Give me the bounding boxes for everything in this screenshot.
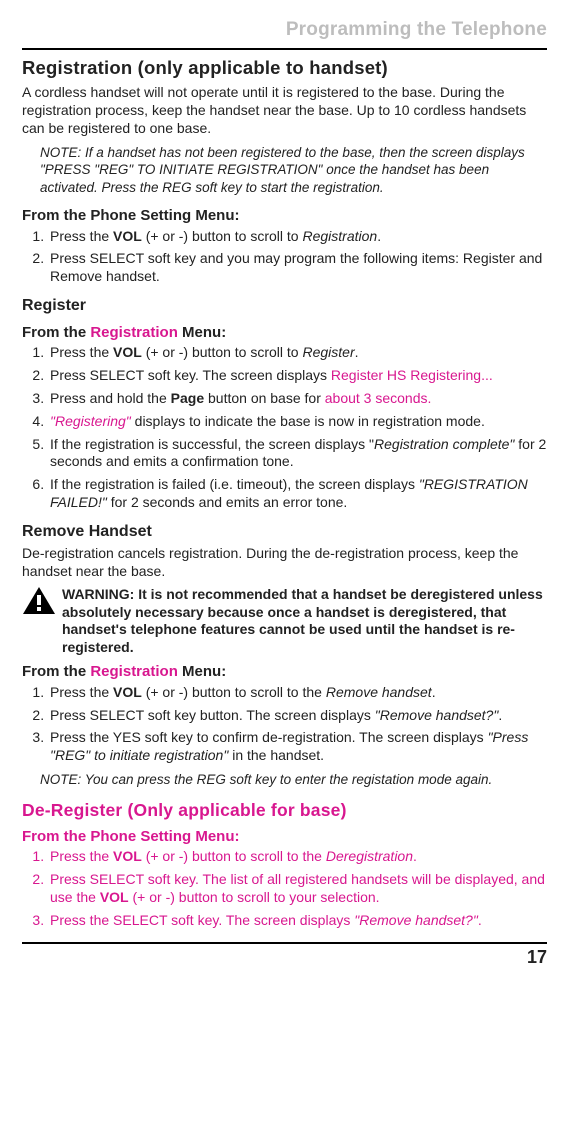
text: in the handset. [228, 747, 324, 763]
text: . [432, 684, 436, 700]
text: . [355, 344, 359, 360]
text-bold: VOL [113, 344, 142, 360]
list-item: Press the VOL (+ or -) button to scroll … [48, 228, 547, 246]
register-list: Press the VOL (+ or -) button to scroll … [22, 344, 547, 512]
text-bold: VOL [113, 228, 142, 244]
text-bold: VOL [113, 684, 142, 700]
deregister-list: Press the VOL (+ or -) button to scroll … [22, 848, 547, 930]
text-bold: Page [171, 390, 204, 406]
list-item: If the registration is successful, the s… [48, 436, 547, 472]
warning-text: WARNING: It is not recommended that a ha… [62, 586, 547, 656]
text: Press the [50, 848, 113, 864]
from-phone-setting-menu-2: From the Phone Setting Menu: [22, 827, 547, 846]
text: Press and hold the [50, 390, 171, 406]
list-item: Press SELECT soft key and you may progra… [48, 250, 547, 286]
note-2: NOTE: You can press the REG soft key to … [40, 771, 547, 789]
text: button on base for [204, 390, 325, 406]
remove-list: Press the VOL (+ or -) button to scroll … [22, 684, 547, 766]
text: (+ or -) button to scroll to [142, 344, 303, 360]
text: Press the [50, 228, 113, 244]
text: . [478, 912, 482, 928]
register-heading: Register [22, 296, 547, 316]
text-magenta: Register HS Registering... [331, 367, 493, 383]
list-item: Press the VOL (+ or -) button to scroll … [48, 344, 547, 362]
text: Menu: [178, 324, 226, 341]
text-bold: VOL [113, 848, 142, 864]
list-item: Press SELECT soft key. The screen displa… [48, 367, 547, 385]
intro-paragraph: A cordless handset will not operate unti… [22, 84, 547, 138]
list-item: Press SELECT soft key. The list of all r… [48, 871, 547, 907]
text-italic: Remove handset [326, 684, 432, 700]
text: . [498, 707, 502, 723]
from-registration-menu-2: From the Registration Menu: [22, 662, 547, 681]
text: From the [22, 324, 90, 341]
text: Press SELECT soft key and you may progra… [50, 250, 542, 284]
text: (+ or -) button to scroll to the [142, 848, 326, 864]
text: Menu: [178, 663, 226, 680]
list-item: Press the YES soft key to confirm de-reg… [48, 729, 547, 765]
text-magenta: Registration [90, 663, 178, 680]
text-magenta: Registration [90, 324, 178, 341]
text: (+ or -) button to scroll to the [142, 684, 326, 700]
text: displays to indicate the base is now in … [131, 413, 485, 429]
list-item: Press SELECT soft key button. The screen… [48, 707, 547, 725]
text: Press the [50, 684, 113, 700]
from-registration-menu: From the Registration Menu: [22, 323, 547, 342]
text-magenta: about 3 seconds. [325, 390, 432, 406]
text: . [413, 848, 417, 864]
text-italic: "Remove handset?" [375, 707, 499, 723]
text-bold: VOL [100, 889, 129, 905]
text-italic: "Remove handset?" [354, 912, 478, 928]
text: (+ or -) button to scroll to your select… [129, 889, 380, 905]
list-item: "Registering" displays to indicate the b… [48, 413, 547, 431]
phone-setting-list: Press the VOL (+ or -) button to scroll … [22, 228, 547, 287]
remove-intro: De-registration cancels registration. Du… [22, 545, 547, 581]
section-title: Registration (only applicable to handset… [22, 56, 547, 80]
text-italic: Register [302, 344, 354, 360]
list-item: Press the VOL (+ or -) button to scroll … [48, 848, 547, 866]
text-magenta-italic: "Registering" [50, 413, 131, 429]
warning-icon [22, 586, 56, 621]
list-item: Press the SELECT soft key. The screen di… [48, 912, 547, 930]
text: Press SELECT soft key button. The screen… [50, 707, 375, 723]
text: (+ or -) button to scroll to [142, 228, 303, 244]
text: Press the YES soft key to confirm de-reg… [50, 729, 488, 745]
list-item: Press and hold the Page button on base f… [48, 390, 547, 408]
text: Press the SELECT soft key. The screen di… [50, 912, 354, 928]
note-1: NOTE: If a handset has not been register… [40, 144, 547, 197]
text-italic: Registration [302, 228, 377, 244]
remove-handset-heading: Remove Handset [22, 522, 547, 542]
page-number: 17 [22, 946, 547, 969]
text: Press SELECT soft key. The screen displa… [50, 367, 331, 383]
text: From the [22, 663, 90, 680]
text: for 2 seconds and emits an error tone. [107, 494, 347, 510]
text: Press the [50, 344, 113, 360]
chapter-title: Programming the Telephone [22, 18, 547, 42]
divider-bottom [22, 942, 547, 944]
warning-block: WARNING: It is not recommended that a ha… [22, 586, 547, 656]
text: If the registration is successful, the s… [50, 436, 374, 452]
text: If the registration is failed (i.e. time… [50, 476, 419, 492]
text: . [377, 228, 381, 244]
from-phone-setting-heading: From the Phone Setting Menu: [22, 206, 547, 225]
text-italic: Deregistration [326, 848, 413, 864]
deregister-title: De-Register (Only applicable for base) [22, 799, 547, 821]
list-item: Press the VOL (+ or -) button to scroll … [48, 684, 547, 702]
list-item: If the registration is failed (i.e. time… [48, 476, 547, 512]
divider-top [22, 48, 547, 50]
text-italic: Registration complete" [374, 436, 514, 452]
